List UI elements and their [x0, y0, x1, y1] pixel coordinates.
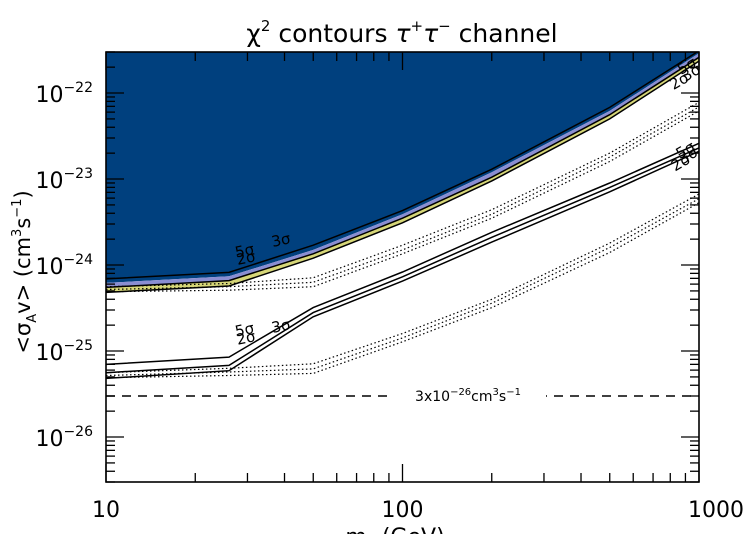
y-tick-label: 10−22 — [35, 80, 93, 108]
axis-ticks — [105, 51, 700, 483]
ref-unit: cm — [471, 389, 492, 405]
excluded-region — [106, 52, 699, 283]
contour-label-10: 3σ — [676, 143, 702, 168]
dotted-contour-2 — [106, 110, 699, 293]
reference-label-bg — [390, 384, 546, 404]
x-axis-label: mχ (GeV) — [345, 525, 444, 534]
ref-exp3: −1 — [506, 387, 521, 398]
contour-label-2: 2σ — [235, 247, 258, 269]
dotted-contour-4 — [106, 198, 699, 377]
lower-contour-2 — [106, 150, 699, 380]
ylabel-sup2: −1 — [10, 199, 25, 218]
ref-exp2: 3 — [493, 387, 499, 398]
x-tick-label: 1000 — [688, 498, 744, 523]
upper-contour-lines — [106, 52, 699, 294]
chart-title: χ2 contours τ+τ− channel — [246, 17, 557, 48]
title-tau1: τ — [395, 19, 411, 48]
lower-contour-1 — [106, 147, 699, 374]
x-tick-labels: 10 100 1000 — [92, 498, 744, 523]
title-tau2: τ — [423, 19, 439, 48]
title-chi: χ — [246, 19, 260, 48]
ylabel-open: <σ — [11, 323, 35, 354]
ylabel-sub: A — [25, 314, 40, 323]
y-tick-label: 10−24 — [35, 252, 93, 280]
y-tick-labels: 10−26 10−25 10−24 10−23 10−22 — [35, 80, 93, 452]
contour-label-8: 2σ — [235, 327, 258, 349]
contour-label-4: 3σ — [678, 60, 704, 85]
contour-label-0: 5σ — [233, 240, 256, 262]
ref-s: s — [499, 389, 506, 405]
title-chi-sup: 2 — [261, 17, 271, 35]
contour-label-1: 3σ — [270, 229, 293, 251]
ylabel-close: ) — [11, 190, 35, 198]
title-contours: contours — [270, 19, 395, 48]
y-axis-label: <σAv> (cm3s−1) — [10, 190, 40, 353]
title-tau2-sup: − — [438, 17, 451, 35]
reference-line-label: 3x10−26cm3s−1 — [415, 387, 521, 405]
ylabel-s: s — [11, 218, 35, 229]
contour-label-7: 3σ — [270, 315, 293, 337]
lower-contour-0 — [106, 142, 699, 366]
xlabel-base: m — [345, 525, 366, 534]
y-tick-label: 10−25 — [35, 338, 93, 366]
y-tick-label: 10−23 — [35, 166, 93, 194]
x-tick-label: 100 — [382, 498, 424, 523]
x-tick-label: 10 — [92, 498, 120, 523]
upper-contour-2 — [106, 60, 699, 294]
contour-label-6: 5σ — [233, 319, 256, 341]
dotted-contour-lines — [106, 101, 699, 379]
y-tick-label: 10−26 — [35, 424, 93, 452]
ylabel-sup1: 3 — [10, 229, 25, 237]
lower-contour-lines — [106, 142, 699, 380]
title-channel: channel — [451, 19, 558, 48]
upper-contour-1 — [106, 56, 699, 289]
xlabel-unit: (GeV) — [375, 525, 445, 534]
ref-exp: −26 — [450, 387, 471, 398]
ref-base: 3x10 — [415, 389, 450, 405]
upper-contour-0 — [106, 52, 699, 280]
ylabel-mid: v> (cm — [11, 237, 35, 314]
dotted-contour-0 — [106, 101, 699, 288]
title-tau1-sup: + — [411, 17, 424, 35]
